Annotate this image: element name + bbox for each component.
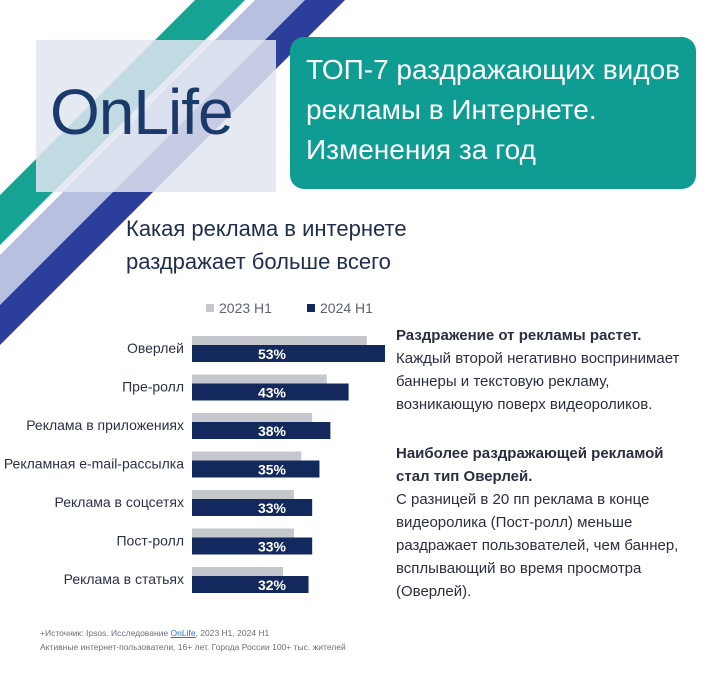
legend-item-2023: 2023 H1 (206, 300, 272, 316)
question-line-1: Какая реклама в интернете (126, 216, 407, 241)
audience-note: Активные интернет-пользователи, 16+ лет.… (40, 642, 346, 652)
header-panel (290, 37, 696, 189)
title-line-3: Изменения за год (306, 134, 536, 165)
insight-1-title: Раздражение от рекламы растет. (396, 327, 642, 344)
bar-chart: Оверлей 53% Пре-ролл 43% Реклама в приложени… (4, 336, 385, 593)
bar-2023 (192, 336, 367, 345)
category-label: Рекламная e-mail-рассылка (4, 456, 184, 472)
onlife-logo: OnLife (50, 76, 234, 148)
bar-2023 (192, 567, 284, 576)
insight-2-line-3: раздражает пользователей, чем баннер, (396, 537, 679, 554)
insight-block-1: Раздражение от рекламы растет. Каждый вт… (396, 324, 706, 416)
insight-2-line-2: видеоролика (Пост-ролл) меньше (396, 514, 633, 531)
legend-swatch-2023 (206, 304, 214, 312)
bar-2024 (192, 499, 313, 516)
insight-1-line-1: Каждый второй негативно воспринимает (396, 350, 680, 367)
bar-2024 (192, 422, 331, 439)
legend-swatch-2024 (307, 304, 315, 312)
value-label: 33% (258, 500, 287, 516)
category-label: Оверлей (127, 340, 184, 356)
insight-2-line-5: (Оверлей). (396, 583, 472, 600)
bar-2024 (192, 345, 385, 362)
value-label: 35% (258, 462, 287, 478)
bar-2023 (192, 413, 313, 422)
value-label: 43% (258, 385, 287, 401)
source-note: +Источник: Ipsos. Исследование OnLife, 2… (40, 628, 269, 638)
value-label: 53% (258, 346, 287, 362)
category-label: Реклама в соцсетях (55, 494, 185, 510)
legend-item-2024: 2024 H1 (307, 300, 373, 316)
title-line-2: рекламы в Интернете. (306, 94, 597, 125)
chart-question: Какая реклама в интернете раздражает бол… (126, 212, 456, 278)
bar-2023 (192, 451, 302, 461)
value-label: 32% (258, 577, 287, 593)
category-label: Реклама в статьях (64, 571, 184, 587)
source-link[interactable]: OnLife (170, 628, 196, 638)
bar-2024 (192, 576, 309, 593)
value-label: 38% (258, 423, 287, 439)
logo-panel (36, 40, 276, 192)
category-label: Пре-ролл (122, 379, 184, 395)
bar-2024 (192, 383, 349, 401)
bar-2023 (192, 490, 294, 499)
insight-2-line-1: С разницей в 20 пп реклама в конце (396, 491, 650, 508)
legend-label-2024: 2024 H1 (320, 300, 373, 316)
bar-2024 (192, 460, 320, 478)
value-label: 33% (258, 539, 287, 555)
category-label: Пост-ролл (116, 533, 184, 549)
insight-2-title-line-1: Наиболее раздражающей рекламой (396, 445, 664, 462)
insight-2-title-line-2: стал тип Оверлей. (396, 468, 533, 485)
source-suffix: , 2023 H1, 2024 H1 (195, 628, 270, 638)
legend-label-2023: 2023 H1 (219, 300, 272, 316)
page-title: ТОП-7 раздражающих видов рекламы в Интер… (306, 50, 686, 170)
category-label: Реклама в приложениях (26, 417, 184, 433)
insight-1-line-3: возникающую поверх видеороликов. (396, 396, 653, 413)
title-line-1: ТОП-7 раздражающих видов (306, 54, 681, 85)
insight-1-line-2: баннеры и текстовую рекламу, (396, 373, 610, 390)
question-line-2: раздражает больше всего (126, 249, 391, 274)
insight-block-2: Наиболее раздражающей рекламой стал тип … (396, 442, 706, 603)
insight-2-line-4: всплывающий во время просмотра (396, 560, 642, 577)
source-prefix: +Источник: Ipsos. Исследование (40, 628, 171, 638)
bar-2023 (192, 374, 327, 384)
bar-2024 (192, 537, 313, 555)
bar-2023 (192, 528, 294, 538)
